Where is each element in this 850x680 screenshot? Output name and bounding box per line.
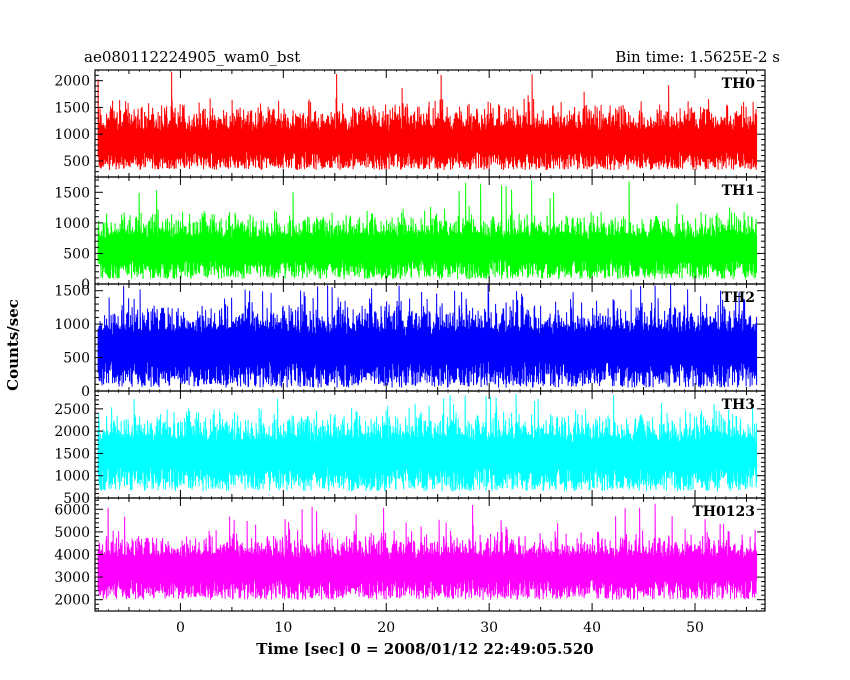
y-tick-label: 2500 bbox=[54, 402, 90, 418]
panel-label-th3: TH3 bbox=[722, 397, 755, 413]
series-line-th2 bbox=[97, 284, 758, 388]
y-tick-label: 2000 bbox=[54, 424, 90, 440]
y-tick-label: 5000 bbox=[54, 525, 90, 541]
chart-title-right: Bin time: 1.5625E-2 s bbox=[615, 48, 780, 66]
y-tick-label: 1000 bbox=[54, 317, 90, 333]
x-axis-label: Time [sec] 0 = 2008/01/12 22:49:05.520 bbox=[256, 640, 593, 658]
y-tick-label: 1500 bbox=[54, 446, 90, 462]
series-line-th3 bbox=[97, 394, 758, 492]
panel-label-th0: TH0 bbox=[722, 76, 756, 92]
panel-th0: 500 1000 1500 2000 TH0 bbox=[54, 69, 766, 178]
panels-group: 500 1000 1500 2000 TH0 0 500 1000 1500 TH1 0 500 100… bbox=[54, 69, 766, 612]
y-tick-label: 500 bbox=[63, 351, 90, 367]
y-tick-label: 1000 bbox=[54, 216, 90, 232]
panel-th1: 0 500 1000 1500 TH1 bbox=[54, 176, 766, 293]
y-tick-label: 2000 bbox=[54, 593, 90, 609]
series-line-th1 bbox=[97, 180, 758, 280]
panel-label-th1: TH1 bbox=[722, 183, 755, 199]
y-tick-label: 0 bbox=[81, 277, 90, 293]
y-tick-label: 4000 bbox=[54, 548, 90, 564]
x-tick-label: 40 bbox=[583, 620, 601, 636]
x-axis: 0 10 20 30 40 50 bbox=[176, 620, 704, 636]
y-tick-label: 1500 bbox=[54, 284, 90, 300]
y-tick-label: 500 bbox=[63, 246, 90, 262]
panel-th3: 500 1000 1500 2000 2500 TH3 bbox=[54, 390, 766, 507]
y-tick-label: 3000 bbox=[54, 570, 90, 586]
y-tick-label: 1500 bbox=[54, 185, 90, 201]
y-tick-label: 0 bbox=[81, 384, 90, 400]
x-tick-label: 20 bbox=[377, 620, 395, 636]
y-tick-label: 500 bbox=[63, 154, 90, 170]
y-tick-label: 1000 bbox=[54, 127, 90, 143]
y-tick-label: 500 bbox=[63, 491, 90, 507]
x-tick-label: 0 bbox=[176, 620, 185, 636]
panel-th2: 0 500 1000 1500 TH2 bbox=[54, 283, 766, 400]
y-axis-label: Counts/sec bbox=[4, 299, 22, 391]
panel-th0123: 2000 3000 4000 5000 6000 TH0123 bbox=[54, 497, 766, 612]
chart-title-left: ae080112224905_wam0_bst bbox=[84, 48, 300, 66]
panel-label-th2: TH2 bbox=[722, 290, 755, 306]
x-tick-label: 50 bbox=[686, 620, 704, 636]
panel-label-th0123: TH0123 bbox=[692, 504, 755, 520]
series-line-th0 bbox=[97, 71, 758, 171]
y-tick-label: 1500 bbox=[54, 100, 90, 116]
x-tick-label: 30 bbox=[480, 620, 498, 636]
x-tick-label: 10 bbox=[274, 620, 292, 636]
y-tick-label: 2000 bbox=[54, 74, 90, 90]
y-tick-label: 6000 bbox=[54, 502, 90, 518]
y-tick-label: 1000 bbox=[54, 469, 90, 485]
series-line-th0123 bbox=[97, 503, 758, 600]
